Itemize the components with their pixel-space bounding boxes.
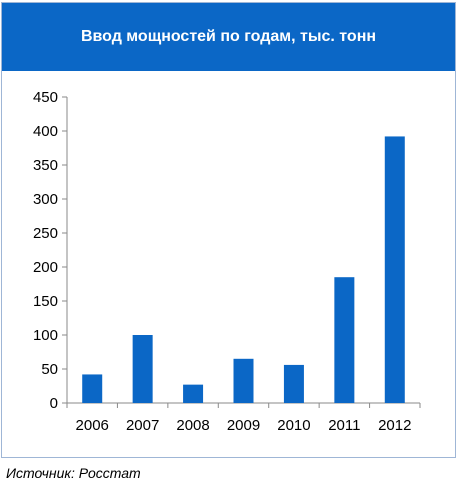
x-tick-label: 2008: [176, 417, 209, 434]
y-tick-label: 300: [33, 191, 58, 208]
x-tick-label: 2011: [328, 417, 360, 434]
bar-2008: [183, 384, 204, 403]
bar-2009: [233, 358, 254, 403]
chart-title: Ввод мощностей по годам, тыс. тонн: [2, 3, 455, 71]
x-tick-label: 2006: [76, 417, 109, 434]
y-tick-label: 100: [33, 327, 58, 344]
y-tick-label: 400: [33, 123, 58, 140]
x-tick-label: 2007: [126, 417, 159, 434]
bar-2011: [334, 277, 355, 403]
bar-2007: [132, 335, 153, 403]
y-tick-label: 350: [33, 157, 58, 174]
bar-2010: [283, 364, 304, 403]
chart-frame: Ввод мощностей по годам, тыс. тонн: [1, 2, 456, 458]
x-tick-label: 2010: [277, 417, 310, 434]
y-tick-label: 250: [33, 225, 58, 242]
y-tick-label: 0: [50, 395, 58, 412]
y-tick-label: 200: [33, 259, 58, 276]
x-tick-label: 2009: [227, 417, 260, 434]
y-tick-label: 50: [41, 361, 58, 378]
bar-2006: [82, 374, 103, 403]
bar-chart: 0 50 100 150 200 250 300 350 400 450 2006 2007 2008 2…: [33, 89, 421, 434]
y-tick-label: 450: [33, 89, 58, 106]
x-tick-label: 2012: [378, 417, 411, 434]
y-tick-label: 150: [33, 293, 58, 310]
source-note: Источник: Росстат: [6, 465, 141, 481]
bar-2012: [384, 136, 405, 403]
